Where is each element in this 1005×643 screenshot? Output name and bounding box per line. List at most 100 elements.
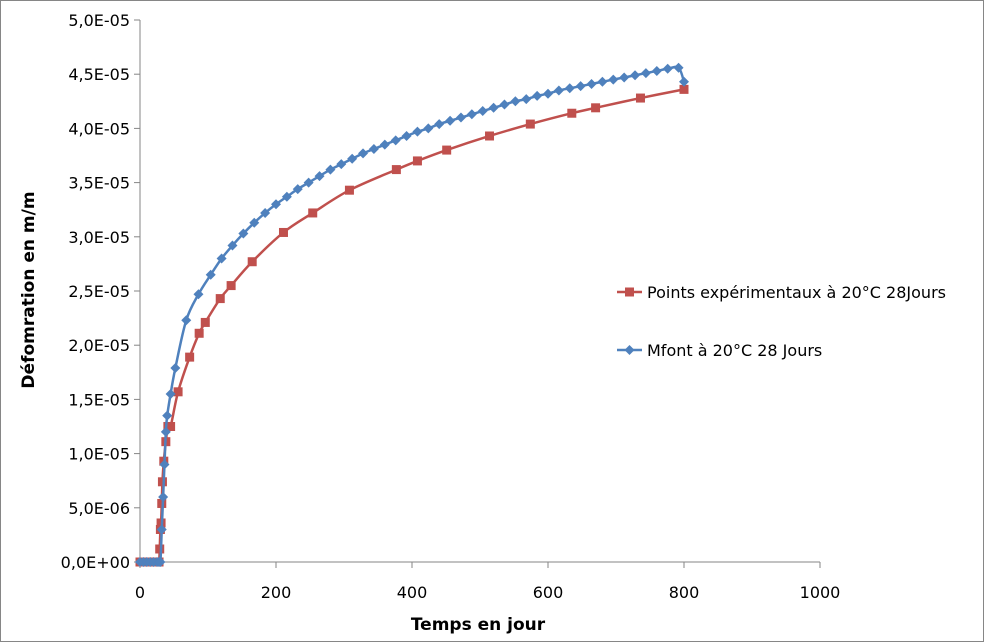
series-1-point [525,119,535,129]
x-tick-label: 0 [135,583,145,602]
series-2-point [205,269,216,280]
series-1-point [185,352,195,362]
y-tick-label: 4,0E-05 [68,119,130,138]
series-2-point [159,459,170,470]
series-1-point [173,387,183,397]
y-tick-label: 5,0E-05 [68,11,130,30]
series-2-point [679,76,689,87]
series-2-point [521,94,532,105]
series-2-point [379,139,390,150]
series-1-point [226,281,236,291]
y-axis-title: Défomration en m/m [19,191,39,388]
series-1-point [635,93,645,103]
series-1-point [679,84,689,94]
series-1-point [166,422,176,431]
series-2-point [662,63,673,74]
series-2-point [358,148,369,159]
series-2-point [193,289,204,300]
series-2-point [281,191,292,202]
series-1-point [567,108,577,118]
series-2-point [249,217,260,228]
series-2-point [510,96,521,107]
series-1-point [200,317,210,327]
series-2-point [271,199,281,210]
series-2-point [325,164,336,175]
series-2-point [216,253,227,264]
series-2-point [401,130,412,141]
legend-label: Points expérimentaux à 20°C 28Jours [647,283,946,302]
series-2-point [499,99,510,110]
series-1-point [247,257,257,267]
series-2-point [564,83,575,94]
series-2-point [227,240,238,251]
y-tick-label: 5,0E-06 [68,499,130,518]
series-layer [135,62,689,567]
legend-item-2: Mfont à 20°C 28 Jours [617,341,822,360]
series-2-point [575,81,586,92]
series-2-point [543,88,553,99]
series-2-point [160,426,171,437]
x-tick-label: 200 [261,583,292,602]
y-tick-label: 2,5E-05 [68,282,130,301]
series-2-point [170,362,181,373]
y-tick-label: 0,0E+00 [61,553,130,572]
x-tick-label: 400 [397,583,428,602]
series-1-point [412,156,422,166]
series-1-point [591,103,601,113]
series-2-point [165,388,176,399]
legend: Points expérimentaux à 20°C 28Jours Mfont… [617,283,946,360]
series-2-point [455,112,466,123]
series-2-point [260,207,271,218]
x-tick-label: 600 [533,583,564,602]
series-1-point [485,131,495,141]
series-2-point [445,115,456,126]
series-2-point [477,106,488,117]
series-1-point [391,165,401,175]
series-2-point [303,177,314,188]
series-2-point [314,171,325,182]
series-2 [135,62,689,567]
y-tick-label: 1,5E-05 [68,390,130,409]
y-tick-label: 3,5E-05 [68,174,130,193]
series-1-point [155,544,165,554]
series-2-point [553,85,564,96]
y-tick-label: 2,0E-05 [68,336,130,355]
series-2-point [412,126,423,137]
series-2-point [347,153,358,164]
y-tick-label: 1,0E-05 [68,445,130,464]
legend-item-1: Points expérimentaux à 20°C 28Jours [617,283,946,302]
series-2-point [336,159,347,170]
series-2-point [597,76,608,87]
series-1-point [278,227,288,237]
y-tick-label: 4,5E-05 [68,65,130,84]
y-tick-label: 3,0E-05 [68,228,130,247]
series-1-point [442,145,452,155]
series-2-point [156,524,167,535]
series-2-point [292,184,303,195]
series-1-point [194,328,204,338]
series-2-point [155,557,166,567]
series-2-point [158,491,169,502]
series-2-point [608,74,619,85]
series-2-point [619,72,630,83]
series-2-point [640,68,651,79]
series-2-point [651,65,662,76]
series-2-point [488,102,499,113]
x-tick-label: 1000 [800,583,841,602]
series-1-point [157,477,167,487]
series-2-point [162,410,173,421]
series-2-point [368,143,379,154]
legend-swatch-marker [624,345,635,355]
axes-layer: 0,0E+00 5,0E-06 1,0E-05 1,5E-05 2,0E-05 2,5E-… [61,11,841,602]
series-1-point [344,185,354,195]
x-tick-label: 800 [669,583,700,602]
series-1-point [308,208,318,218]
series-2-point [532,90,543,101]
series-2-point [586,78,597,89]
series-1-point [215,294,225,304]
series-2-point [673,62,684,73]
legend-label: Mfont à 20°C 28 Jours [647,341,822,360]
legend-swatch-marker [625,287,634,297]
